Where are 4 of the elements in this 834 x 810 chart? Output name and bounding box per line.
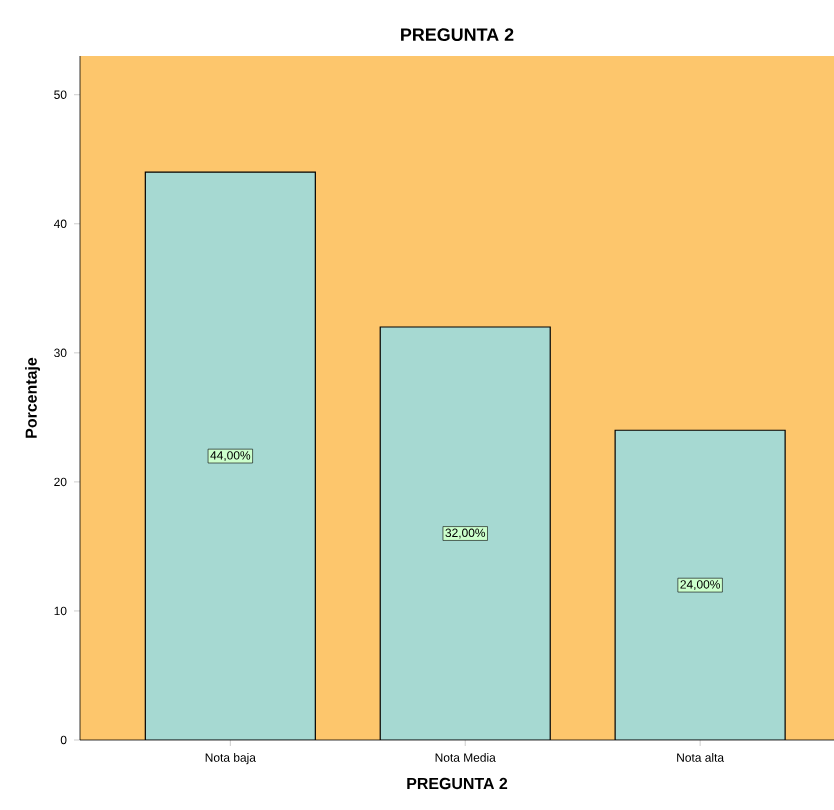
chart-title: PREGUNTA 2 [401, 28, 514, 42]
bar [145, 172, 316, 740]
bar [614, 429, 786, 740]
bar [380, 327, 551, 740]
